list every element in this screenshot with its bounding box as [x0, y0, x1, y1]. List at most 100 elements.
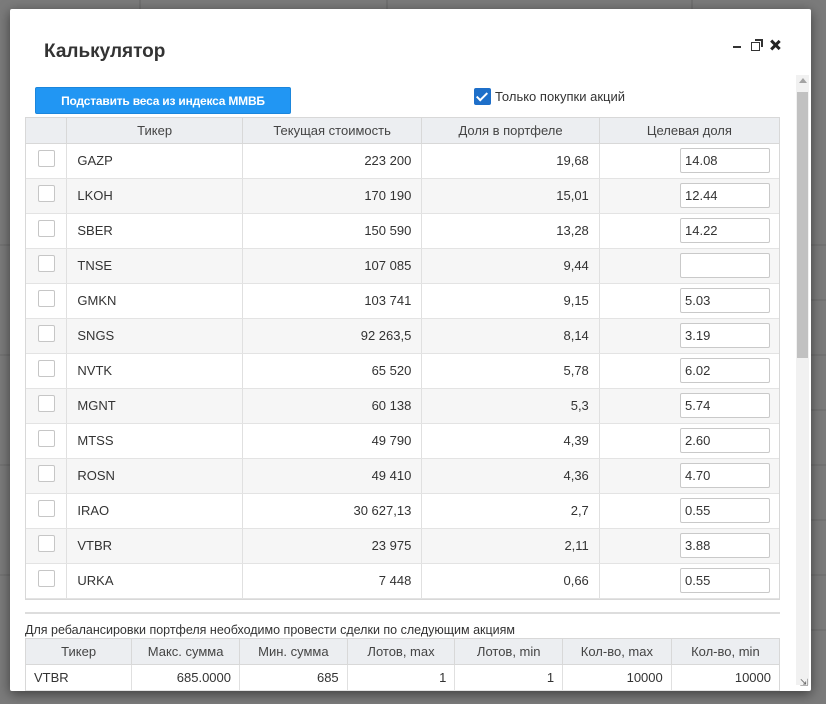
only-buys-label: Только покупки акций — [495, 89, 625, 104]
scroll-up-icon[interactable] — [799, 78, 807, 83]
ticker-cell: SBER — [66, 213, 243, 249]
ticker-cell: MGNT — [66, 388, 243, 424]
target-share-input[interactable] — [680, 183, 770, 208]
target-share-input[interactable] — [680, 148, 770, 173]
scrollbar-thumb[interactable] — [797, 92, 808, 358]
header-min-sum: Мин. сумма — [239, 639, 348, 665]
table-row: NVTK 65 520 5,78 — [26, 353, 779, 389]
ticker-cell: VTBR — [66, 528, 243, 564]
row-checkbox[interactable] — [37, 430, 55, 448]
divider — [25, 612, 780, 614]
fill-weights-button[interactable]: Подставить веса из индекса ММВБ — [35, 87, 291, 114]
row-checkbox[interactable] — [37, 255, 55, 273]
ticker-cell: MTSS — [66, 423, 243, 459]
value-cell: 49 410 — [242, 458, 423, 494]
ticker-cell: GMKN — [66, 283, 243, 319]
value-cell: 103 741 — [242, 283, 423, 319]
share-cell: 0,66 — [421, 563, 600, 599]
target-share-input[interactable] — [680, 358, 770, 383]
table-row: GAZP 223 200 19,68 — [26, 143, 779, 179]
table-row: SNGS 92 263,5 8,14 — [26, 318, 779, 354]
popout-icon[interactable] — [750, 39, 763, 51]
minimize-icon[interactable] — [731, 39, 743, 51]
ticker-cell: SNGS — [66, 318, 243, 354]
row-checkbox[interactable] — [37, 465, 55, 483]
value-cell: 170 190 — [242, 178, 423, 214]
target-share-input[interactable] — [680, 393, 770, 418]
value-cell: 65 520 — [242, 353, 423, 389]
target-share-input[interactable] — [680, 428, 770, 453]
share-cell: 2,7 — [421, 493, 600, 529]
table-row: LKOH 170 190 15,01 — [26, 178, 779, 214]
ticker-cell: TNSE — [66, 248, 243, 284]
target-share-input[interactable] — [680, 218, 770, 243]
ticker-cell: NVTK — [66, 353, 243, 389]
max-sum-cell: 685.0000 — [131, 664, 240, 691]
close-icon[interactable] — [769, 39, 781, 51]
table-row: SBER 150 590 13,28 — [26, 213, 779, 249]
share-cell: 19,68 — [421, 143, 600, 179]
header-lots-max: Лотов, max — [347, 639, 456, 665]
share-cell: 5,78 — [421, 353, 600, 389]
qty-max-cell: 10000 — [562, 664, 672, 691]
window-controls — [731, 39, 781, 51]
header-target-share: Целевая доля — [599, 118, 779, 144]
target-share-input[interactable] — [680, 288, 770, 313]
row-checkbox[interactable] — [37, 535, 55, 553]
row-checkbox[interactable] — [37, 570, 55, 588]
table-row: MGNT 60 138 5,3 — [26, 388, 779, 424]
target-share-input[interactable] — [680, 568, 770, 593]
table-row: MTSS 49 790 4,39 — [26, 423, 779, 459]
value-cell: 60 138 — [242, 388, 423, 424]
header-ticker: Тикер — [66, 118, 243, 144]
table-row: URKA 7 448 0,66 — [26, 563, 779, 599]
share-cell: 8,14 — [421, 318, 600, 354]
value-cell: 92 263,5 — [242, 318, 423, 354]
table-row: ROSN 49 410 4,36 — [26, 458, 779, 494]
resize-handle-icon[interactable]: ⇲ — [799, 678, 808, 689]
row-checkbox[interactable] — [37, 360, 55, 378]
calculator-dialog: Калькулятор Подставить веса из индекса М… — [10, 9, 811, 691]
row-checkbox[interactable] — [37, 185, 55, 203]
header-lots-min: Лотов, min — [454, 639, 564, 665]
rebalance-table: Тикер Макс. сумма Мин. сумма Лотов, max … — [25, 638, 780, 691]
table-row: TNSE 107 085 9,44 — [26, 248, 779, 284]
row-checkbox[interactable] — [37, 395, 55, 413]
value-cell: 107 085 — [242, 248, 423, 284]
table-row: VTBR 685.0000 685 1 1 10000 10000 — [26, 664, 779, 691]
checkmark-icon[interactable] — [474, 88, 491, 105]
share-cell: 9,44 — [421, 248, 600, 284]
value-cell: 7 448 — [242, 563, 423, 599]
ticker-cell: VTBR — [26, 664, 133, 691]
lots-min-cell: 1 — [454, 664, 564, 691]
row-checkbox[interactable] — [37, 500, 55, 518]
vertical-scrollbar[interactable] — [796, 75, 809, 685]
target-share-input[interactable] — [680, 533, 770, 558]
share-cell: 13,28 — [421, 213, 600, 249]
share-cell: 4,36 — [421, 458, 600, 494]
ticker-cell: URKA — [66, 563, 243, 599]
row-checkbox[interactable] — [37, 290, 55, 308]
min-sum-cell: 685 — [239, 664, 348, 691]
target-share-input[interactable] — [680, 463, 770, 488]
table-row: IRAO 30 627,13 2,7 — [26, 493, 779, 529]
share-cell: 5,3 — [421, 388, 600, 424]
ticker-cell: IRAO — [66, 493, 243, 529]
header-max-sum: Макс. сумма — [131, 639, 240, 665]
row-checkbox[interactable] — [37, 325, 55, 343]
value-cell: 23 975 — [242, 528, 423, 564]
ticker-cell: ROSN — [66, 458, 243, 494]
value-cell: 223 200 — [242, 143, 423, 179]
row-checkbox[interactable] — [37, 220, 55, 238]
rebalance-title: Для ребалансировки портфеля необходимо п… — [25, 623, 515, 637]
share-cell: 2,11 — [421, 528, 600, 564]
only-buys-checkbox[interactable]: Только покупки акций — [474, 88, 625, 105]
qty-min-cell: 10000 — [671, 664, 779, 691]
target-share-input[interactable] — [680, 323, 770, 348]
header-select — [26, 118, 68, 144]
dialog-title: Калькулятор — [44, 41, 166, 62]
target-share-input[interactable] — [680, 498, 770, 523]
target-share-input[interactable] — [680, 253, 770, 278]
row-checkbox[interactable] — [37, 150, 55, 168]
share-cell: 4,39 — [421, 423, 600, 459]
